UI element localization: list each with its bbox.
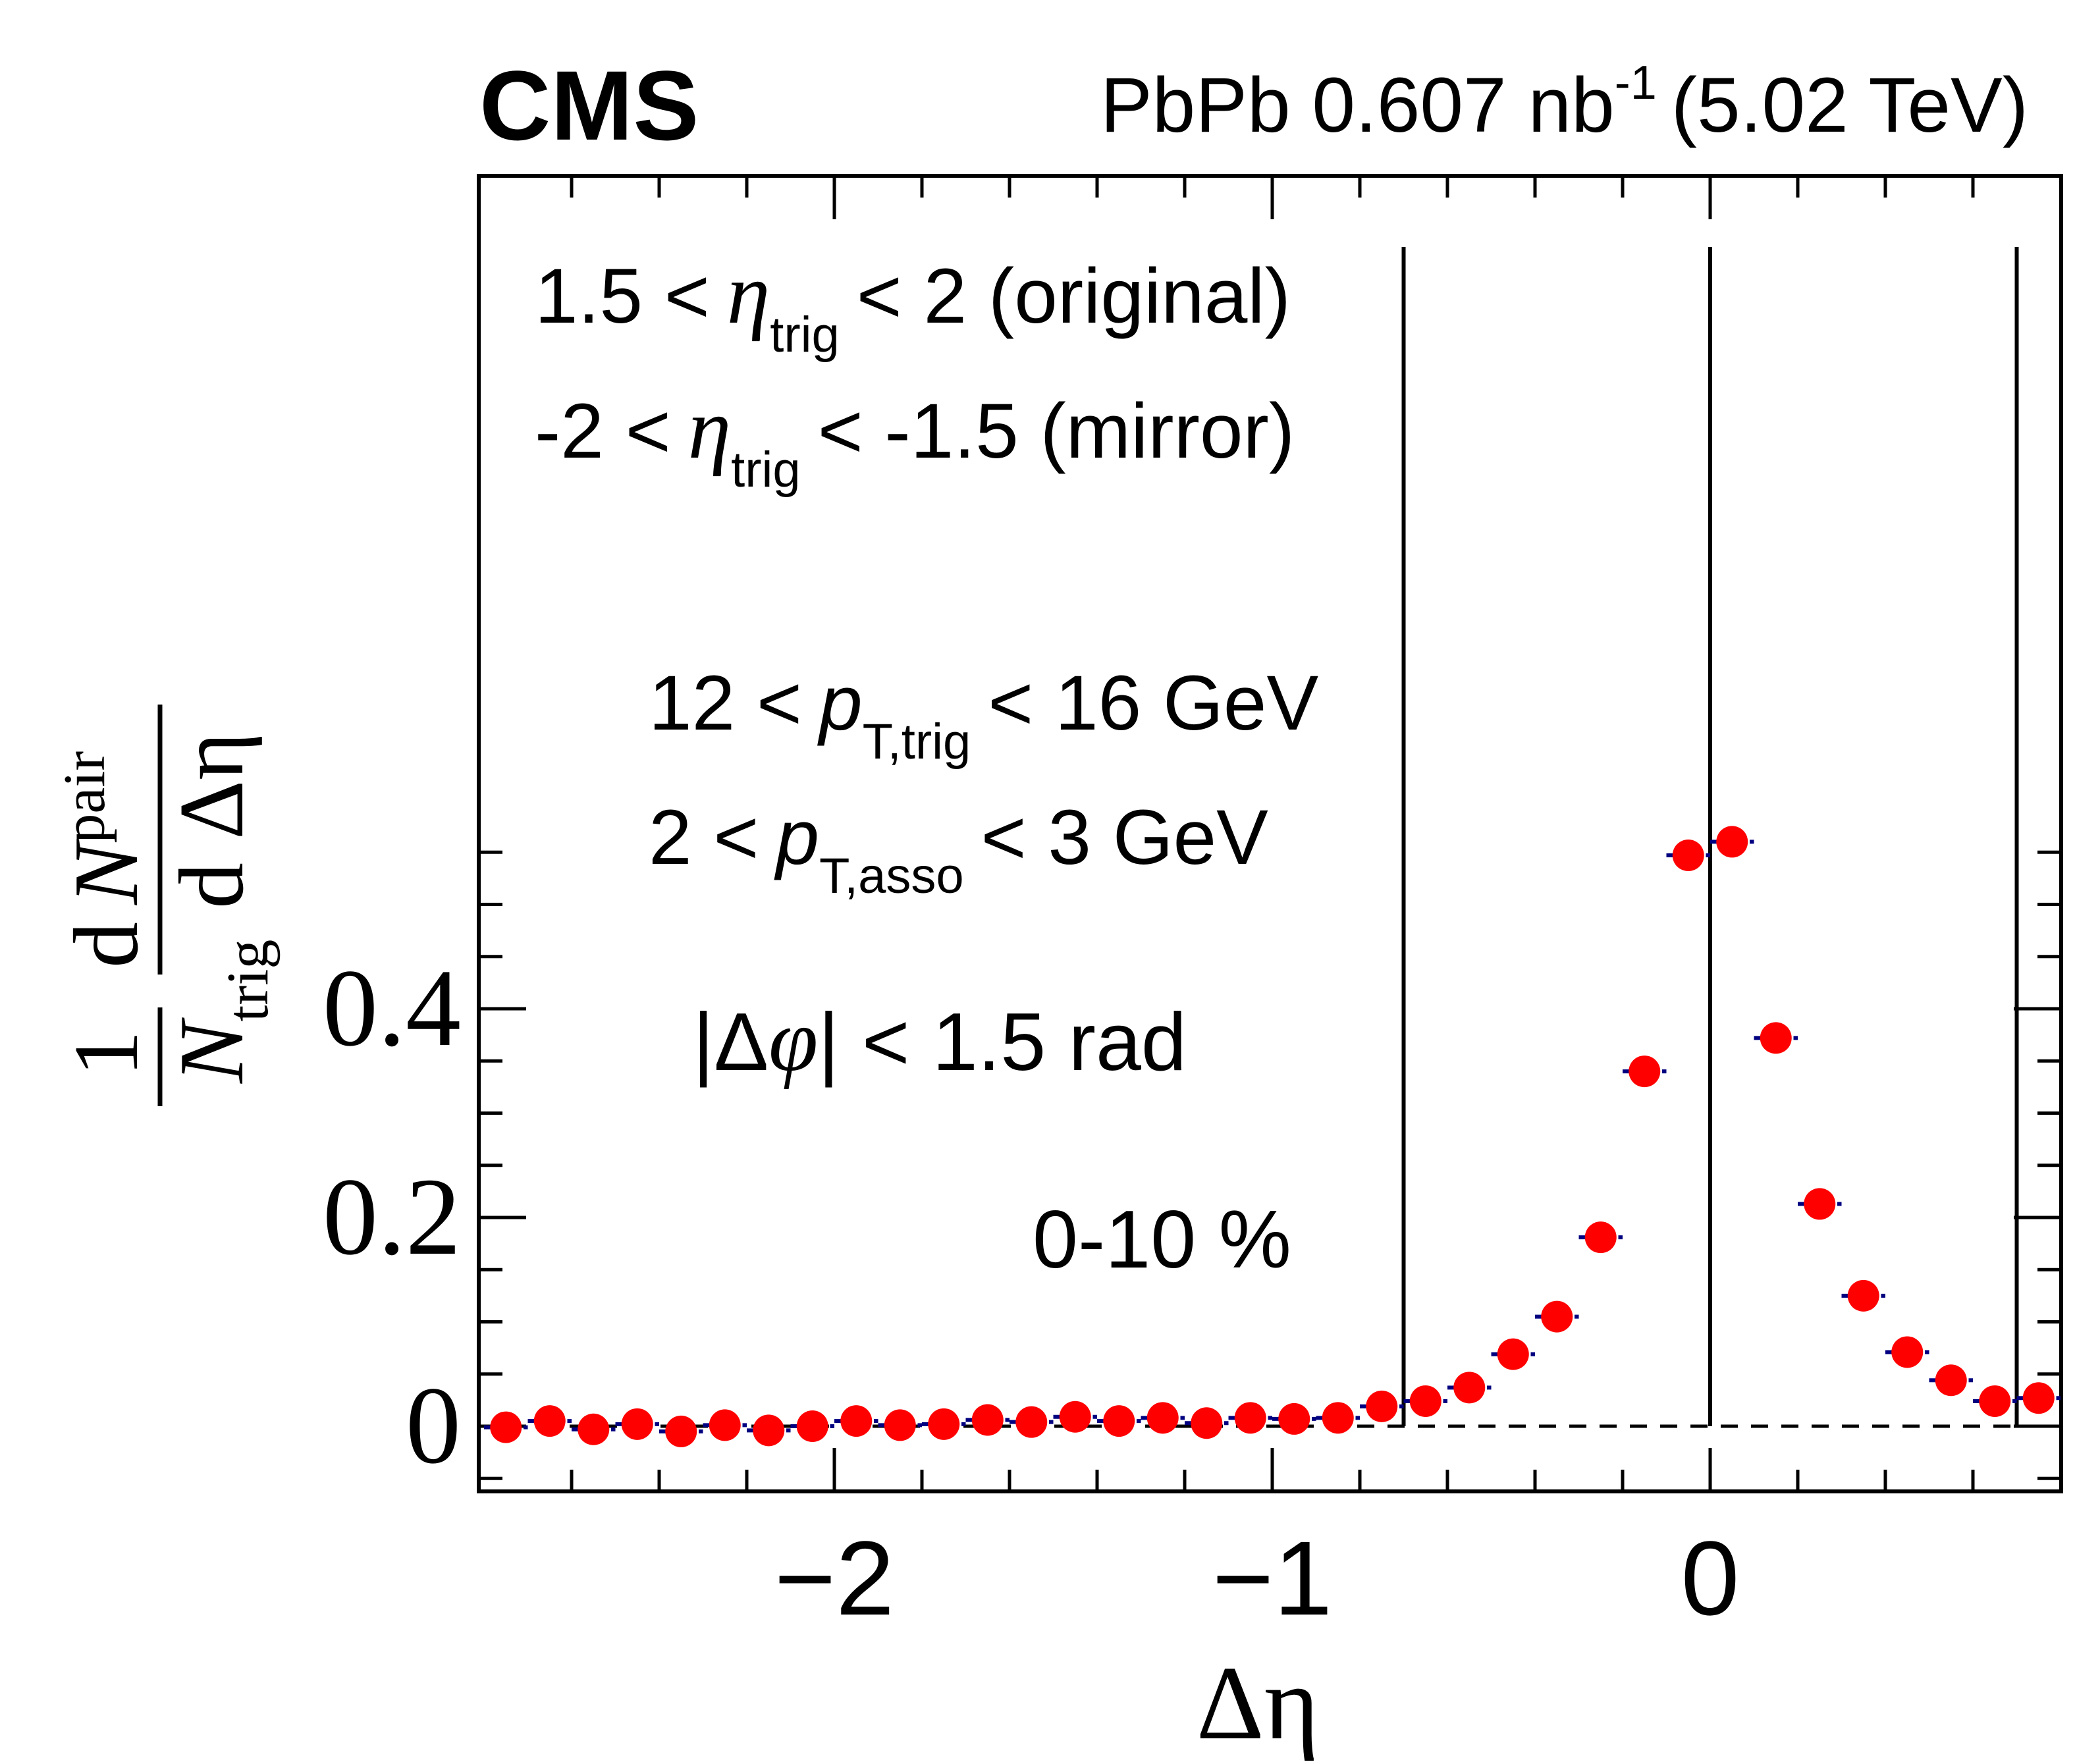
- data-point: [971, 1404, 1004, 1436]
- data-point: [1322, 1402, 1354, 1434]
- reference-lines: [479, 247, 2061, 1428]
- data-point: [1760, 1022, 1792, 1054]
- y-tick-label: 0.2: [323, 1156, 461, 1278]
- annotation-eta-original: 1.5 < ηtrig < 2 (original): [535, 245, 1291, 363]
- data-point: [1716, 826, 1748, 858]
- data-point: [709, 1409, 741, 1441]
- data-point: [1103, 1405, 1135, 1437]
- data-point: [1935, 1364, 1967, 1397]
- data-point: [1672, 840, 1704, 872]
- data-point: [490, 1411, 522, 1443]
- data-point: [796, 1410, 828, 1442]
- data-point: [578, 1413, 610, 1445]
- data-point: [1234, 1402, 1266, 1434]
- data-point: [753, 1414, 785, 1447]
- data-point: [1366, 1390, 1398, 1422]
- x-axis-title: Δη: [1197, 1644, 1320, 1761]
- luminosity-label: PbPb 0.607 nb-1 (5.02 TeV): [1100, 57, 2028, 149]
- data-point: [1629, 1056, 1661, 1088]
- annotation-eta-mirror: -2 < ηtrig < -1.5 (mirror): [535, 380, 1295, 498]
- y-axis-title-ntrig: Ntrig: [161, 940, 281, 1084]
- data-point: [884, 1409, 916, 1441]
- data-point: [1541, 1300, 1573, 1333]
- x-tick-label: 0: [1681, 1519, 1740, 1637]
- annotation-pt-trig: 12 < pT,trig < 16 GeV: [649, 660, 1318, 770]
- y-axis-title-denominator: d Δη: [161, 732, 263, 909]
- y-axis-title: 1 Ntrig dNpair d Δη: [52, 705, 281, 1106]
- data-point: [665, 1415, 697, 1447]
- data-point: [840, 1405, 873, 1437]
- data-point: [928, 1408, 960, 1440]
- y-tick-label: 0: [406, 1364, 461, 1487]
- data-points: [484, 826, 2061, 1447]
- data-point: [1059, 1401, 1091, 1433]
- y-tick-label: 0.4: [323, 947, 461, 1069]
- plot-frame: [477, 174, 2063, 1493]
- annotation-pt-asso: 2 < pT,asso < 3 GeV: [649, 794, 1268, 904]
- data-point: [1015, 1406, 1048, 1438]
- data-point: [1584, 1221, 1617, 1254]
- data-point: [2022, 1382, 2055, 1414]
- tick-labels: −2 −1 0 0 0.2 0.4: [323, 947, 1739, 1637]
- annotation-dphi: |Δφ| < 1.5 rad: [693, 991, 1187, 1090]
- data-point: [533, 1405, 566, 1437]
- y-axis-title-one: 1: [55, 1030, 157, 1077]
- annotation-centrality: 0-10 %: [1033, 1194, 1291, 1285]
- data-point: [621, 1408, 653, 1440]
- data-point: [1891, 1336, 1924, 1368]
- cms-label: CMS: [479, 50, 699, 161]
- data-point: [1191, 1407, 1223, 1439]
- x-tick-label: −1: [1212, 1519, 1332, 1637]
- data-point: [1804, 1188, 1836, 1220]
- data-point: [1453, 1372, 1486, 1404]
- y-axis-title-numerator: dNpair: [52, 751, 157, 968]
- data-point: [1146, 1402, 1179, 1434]
- data-point: [1409, 1385, 1442, 1417]
- data-point: [1278, 1403, 1310, 1435]
- data-point: [1979, 1385, 2011, 1417]
- data-point: [1497, 1338, 1529, 1370]
- data-point: [1847, 1279, 1879, 1312]
- x-tick-label: −2: [774, 1519, 894, 1637]
